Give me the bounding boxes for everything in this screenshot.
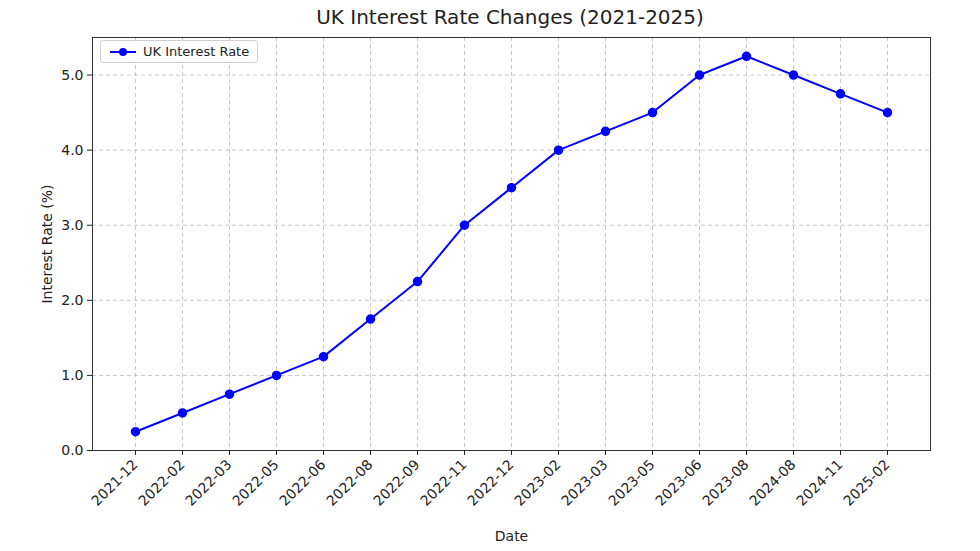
svg-text:2022-05: 2022-05 — [229, 456, 282, 509]
html-text:UK Interest Rate: UK Interest Rate — [143, 44, 250, 59]
svg-text:2023-05: 2023-05 — [605, 456, 658, 509]
svg-text:1.0: 1.0 — [61, 367, 83, 383]
svg-text:5.0: 5.0 — [61, 67, 83, 83]
svg-text:2024-08: 2024-08 — [746, 456, 799, 509]
svg-text:2022-12: 2022-12 — [464, 456, 517, 509]
svg-text:2023-02: 2023-02 — [511, 456, 564, 509]
svg-text:Interest Rate (%): Interest Rate (%) — [39, 184, 55, 303]
svg-text:4.0: 4.0 — [61, 142, 83, 158]
html-text:UK Interest Rate Changes (2021: UK Interest Rate Changes (2021-2025) — [316, 5, 704, 29]
svg-text:2022-11: 2022-11 — [417, 456, 470, 509]
svg-text:2023-03: 2023-03 — [558, 456, 611, 509]
svg-text:2023-06: 2023-06 — [652, 456, 705, 509]
svg-text:2022-03: 2022-03 — [182, 456, 235, 509]
svg-text:0.0: 0.0 — [61, 442, 83, 458]
svg-text:2021-12: 2021-12 — [88, 456, 141, 509]
svg-text:2022-06: 2022-06 — [276, 456, 329, 509]
svg-text:3.0: 3.0 — [61, 217, 83, 233]
svg-text:2022-02: 2022-02 — [135, 456, 188, 509]
svg-text:2024-11: 2024-11 — [793, 456, 846, 509]
svg-text:2023-08: 2023-08 — [699, 456, 752, 509]
svg-text:2.0: 2.0 — [61, 292, 83, 308]
svg-text:2025-02: 2025-02 — [840, 456, 893, 509]
svg-text:2022-09: 2022-09 — [370, 456, 423, 509]
svg-text:Date: Date — [495, 528, 528, 544]
svg-text:2022-08: 2022-08 — [323, 456, 376, 509]
